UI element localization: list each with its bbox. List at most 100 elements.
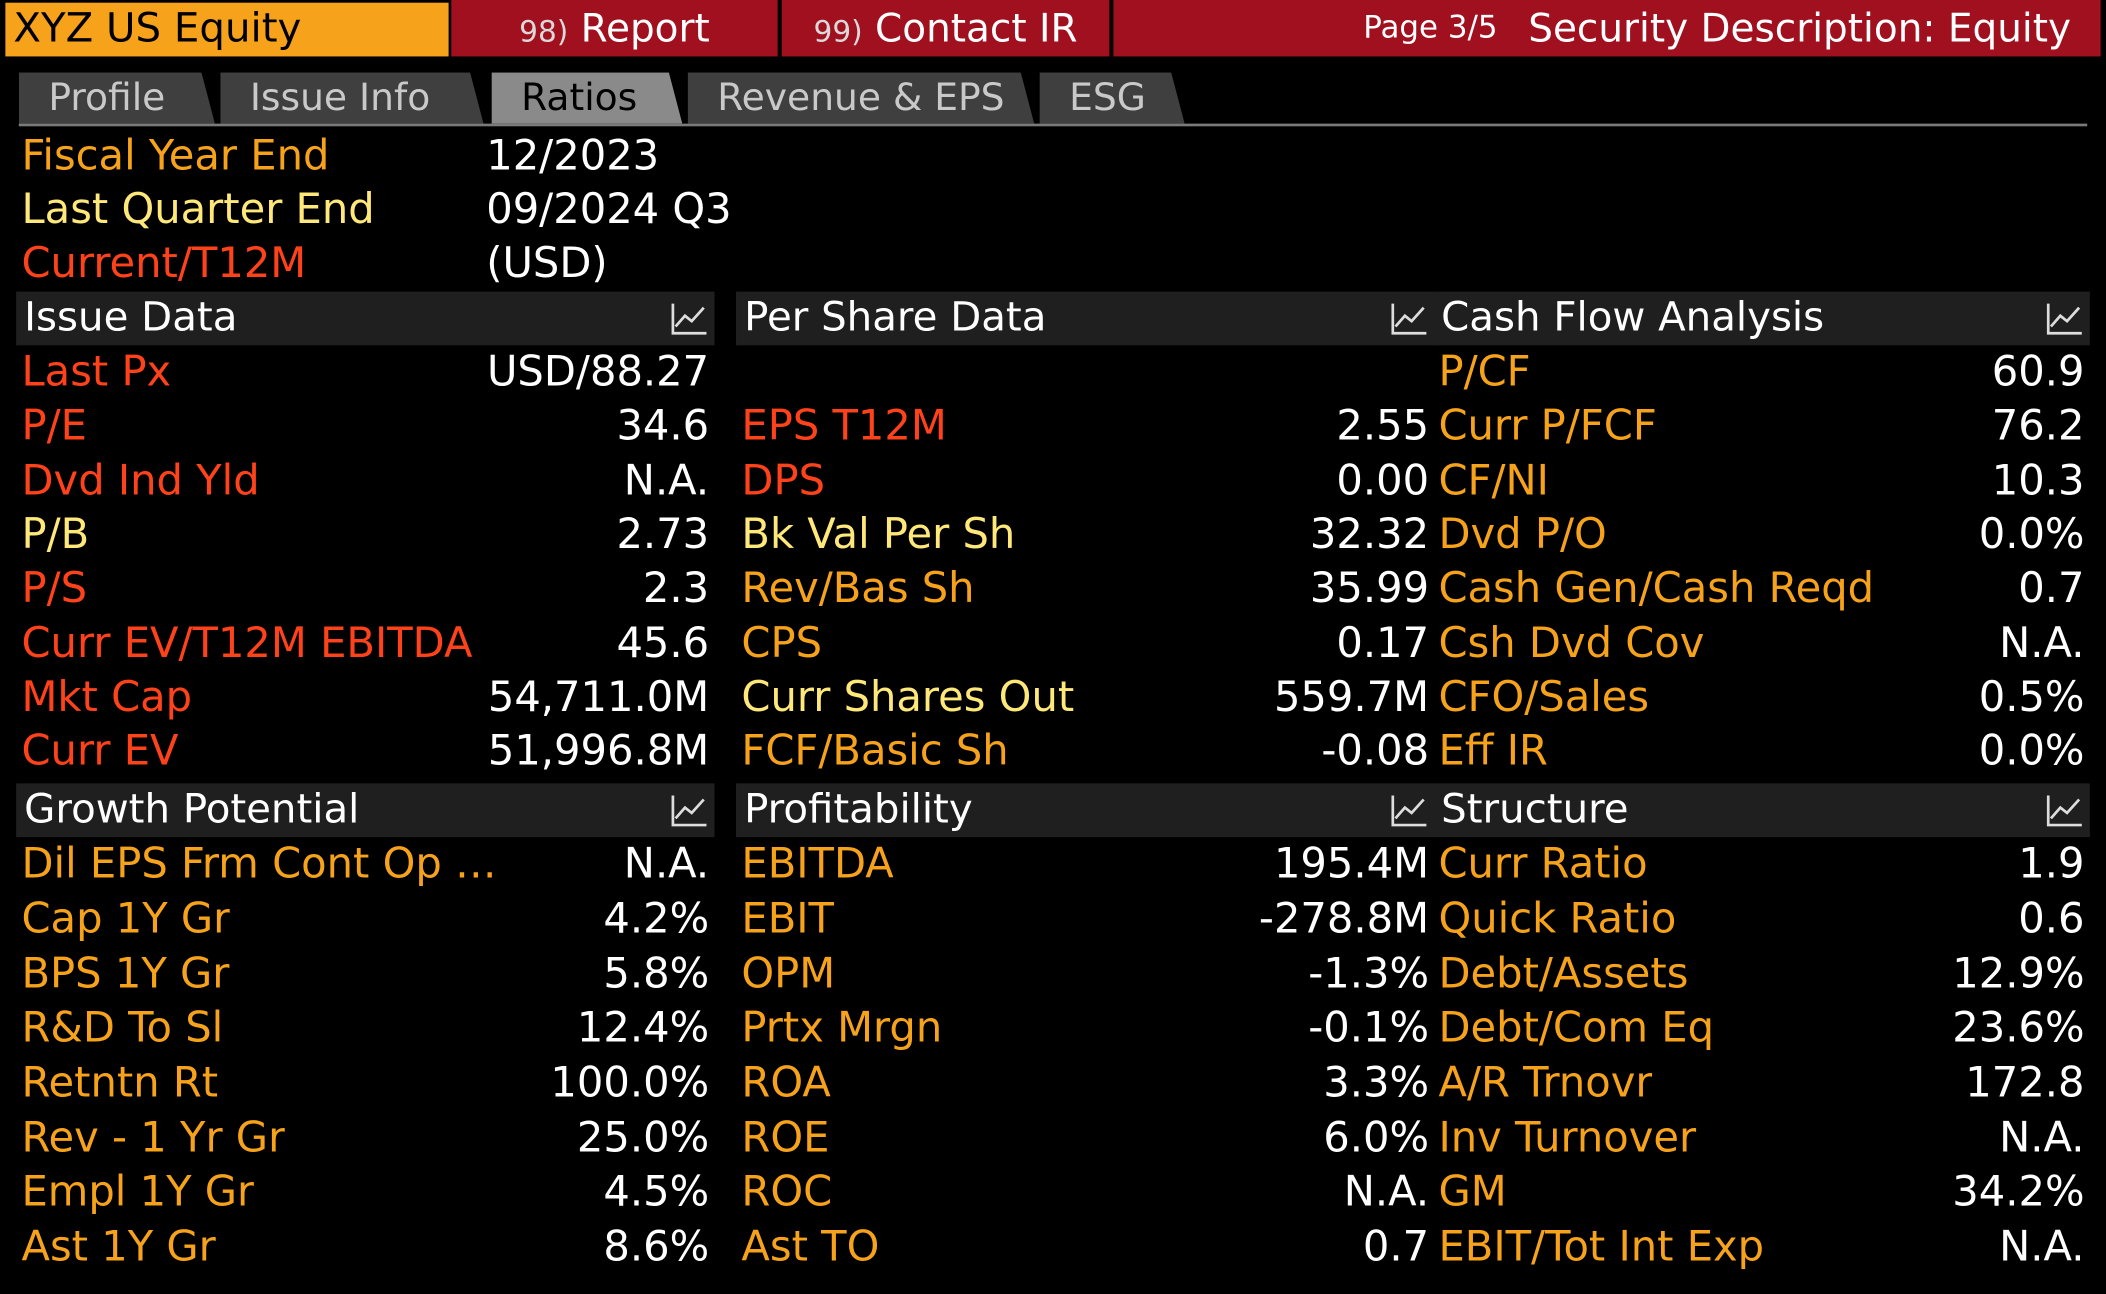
table-row[interactable]: Dvd Ind Yld N.A. (16, 454, 714, 508)
row-label: Cash Gen/Cash Reqd (1438, 564, 1875, 613)
table-row[interactable]: Cash Gen/Cash Reqd 0.7 (1433, 562, 2090, 616)
tab-ratios[interactable]: Ratios (492, 73, 683, 124)
row-value: 2.3 (642, 564, 710, 613)
row-value: 45.6 (616, 619, 710, 668)
table-row[interactable]: Bk Val Per Sh 32.32 (736, 508, 1434, 562)
row-value: -0.1% (1308, 1003, 1430, 1053)
panel-title: Cash Flow Analysis (1433, 291, 2090, 346)
row-value: 3.3% (1323, 1058, 1430, 1108)
table-row[interactable]: Ast TO 0.7 (736, 1220, 1434, 1274)
row-value: 32.32 (1309, 510, 1430, 559)
table-row[interactable]: Curr Shares Out 559.7M (736, 671, 1434, 725)
table-row[interactable]: OPM -1.3% (736, 947, 1434, 1001)
table-row[interactable]: Eff IR 0.0% (1433, 724, 2090, 778)
page-title: Security Description: Equity (1528, 5, 2072, 52)
table-row[interactable]: Debt/Assets 12.9% (1433, 947, 2090, 1001)
report-number: 98) (519, 16, 569, 50)
table-row[interactable]: EBIT -278.8M (736, 892, 1434, 946)
row-label: CF/NI (1438, 456, 1549, 506)
row-label: Cap 1Y Gr (21, 894, 231, 944)
table-row[interactable]: CF/NI 10.3 (1433, 454, 2090, 508)
table-row[interactable]: Ast 1Y Gr 8.6% (16, 1220, 714, 1274)
table-row[interactable]: Last Px USD/88.27 (16, 345, 714, 399)
row-label: Inv Turnover (1438, 1113, 1697, 1163)
line-chart-icon[interactable] (669, 791, 709, 829)
table-row[interactable]: Curr EV/T12M EBITDA 45.6 (16, 617, 714, 671)
table-row[interactable]: Retntn Rt 100.0% (16, 1056, 714, 1110)
table-row[interactable]: P/S 2.3 (16, 562, 714, 616)
table-row[interactable]: Inv Turnover N.A. (1433, 1111, 2090, 1165)
row-value: 34.2% (1952, 1167, 2085, 1217)
table-row[interactable]: EBIT/Tot Int Exp N.A. (1433, 1220, 2090, 1274)
info-label: Fiscal Year End (21, 131, 330, 181)
row-label: Bk Val Per Sh (741, 510, 1016, 559)
row-label: GM (1438, 1167, 1507, 1217)
info-value: 09/2024 Q3 (486, 185, 732, 234)
tab-profile[interactable]: Profile (19, 73, 215, 124)
row-label: Eff IR (1438, 726, 1548, 776)
table-row[interactable]: ROE 6.0% (736, 1111, 1434, 1165)
table-row[interactable]: P/B 2.73 (16, 508, 714, 562)
contact-ir-button[interactable]: 99) Contact IR (781, 0, 1110, 57)
panel-per-share-data: Per Share Data EPS T12M 2.55 DPS 0.00 Bk V… (736, 291, 1435, 778)
table-row[interactable]: Empl 1Y Gr 4.5% (16, 1165, 714, 1219)
tab-revenue-eps[interactable]: Revenue & EPS (688, 73, 1035, 124)
report-button[interactable]: 98) Report (451, 0, 778, 57)
table-row[interactable]: Curr EV 51,996.8M (16, 724, 714, 778)
info-label[interactable]: Current/T12M (21, 239, 307, 288)
row-value: 5.8% (603, 950, 710, 999)
table-row[interactable]: Curr Ratio 1.9 (1433, 837, 2090, 891)
line-chart-icon[interactable] (2044, 791, 2084, 829)
row-value: 172.8 (1965, 1058, 2085, 1108)
table-row[interactable]: CFO/Sales 0.5% (1433, 671, 2090, 725)
row-label: Quick Ratio (1438, 894, 1677, 944)
table-row[interactable]: Curr P/FCF 76.2 (1433, 399, 2090, 453)
table-row[interactable]: P/E 34.6 (16, 399, 714, 453)
ticker-field[interactable]: XYZ US Equity (5, 2, 449, 57)
row-value: 60.9 (1991, 348, 2085, 397)
table-row[interactable]: EPS T12M 2.55 (736, 399, 1434, 453)
table-row[interactable]: BPS 1Y Gr 5.8% (16, 947, 714, 1001)
row-label: Curr EV/T12M EBITDA (21, 619, 473, 668)
table-row[interactable]: Prtx Mrgn -0.1% (736, 1001, 1434, 1055)
row-value: 0.6 (2018, 894, 2085, 944)
table-row[interactable]: Mkt Cap 54,711.0M (16, 671, 714, 725)
table-row[interactable]: GM 34.2% (1433, 1165, 2090, 1219)
row-label: Retntn Rt (21, 1058, 219, 1108)
table-row[interactable]: P/CF 60.9 (1433, 345, 2090, 399)
table-row[interactable]: Csh Dvd Cov N.A. (1433, 617, 2090, 671)
row-value: N.A. (623, 839, 710, 889)
table-row[interactable]: Rev/Bas Sh 35.99 (736, 562, 1434, 616)
table-row[interactable]: Quick Ratio 0.6 (1433, 892, 2090, 946)
table-row[interactable]: DPS 0.00 (736, 454, 1434, 508)
line-chart-icon[interactable] (1389, 791, 1429, 829)
tab-issue-info[interactable]: Issue Info (220, 73, 483, 124)
line-chart-icon[interactable] (1389, 300, 1429, 338)
table-row[interactable]: ROA 3.3% (736, 1056, 1434, 1110)
table-row[interactable]: EBITDA 195.4M (736, 837, 1434, 891)
table-row[interactable]: FCF/Basic Sh -0.08 (736, 724, 1434, 778)
row-label: Debt/Com Eq (1438, 1003, 1715, 1053)
table-row[interactable]: CPS 0.17 (736, 617, 1434, 671)
tab-esg[interactable]: ESG (1040, 73, 1185, 124)
table-row[interactable]: Dil EPS Frm Cont Op 1… N.A. (16, 837, 714, 891)
row-label: Prtx Mrgn (741, 1003, 943, 1053)
table-row[interactable]: R&D To Sl 12.4% (16, 1001, 714, 1055)
row-value: N.A. (1999, 1113, 2085, 1163)
row-value: 2.73 (616, 510, 710, 559)
table-row[interactable]: Dvd P/O 0.0% (1433, 508, 2090, 562)
line-chart-icon[interactable] (2044, 300, 2084, 338)
table-row[interactable]: A/R Trnovr 172.8 (1433, 1056, 2090, 1110)
table-row[interactable]: ROC N.A. (736, 1165, 1434, 1219)
row-label: ROC (741, 1167, 833, 1217)
row-value: 35.99 (1309, 564, 1430, 613)
row-label: CFO/Sales (1438, 673, 1650, 722)
row-label: P/S (21, 564, 88, 613)
table-row[interactable]: Rev - 1 Yr Gr 25.0% (16, 1111, 714, 1165)
row-value: 54,711.0M (487, 673, 710, 722)
table-row[interactable]: Debt/Com Eq 23.6% (1433, 1001, 2090, 1055)
line-chart-icon[interactable] (669, 300, 709, 338)
report-label: Report (580, 5, 710, 52)
table-row[interactable]: Cap 1Y Gr 4.2% (16, 892, 714, 946)
info-label: Last Quarter End (21, 185, 375, 234)
